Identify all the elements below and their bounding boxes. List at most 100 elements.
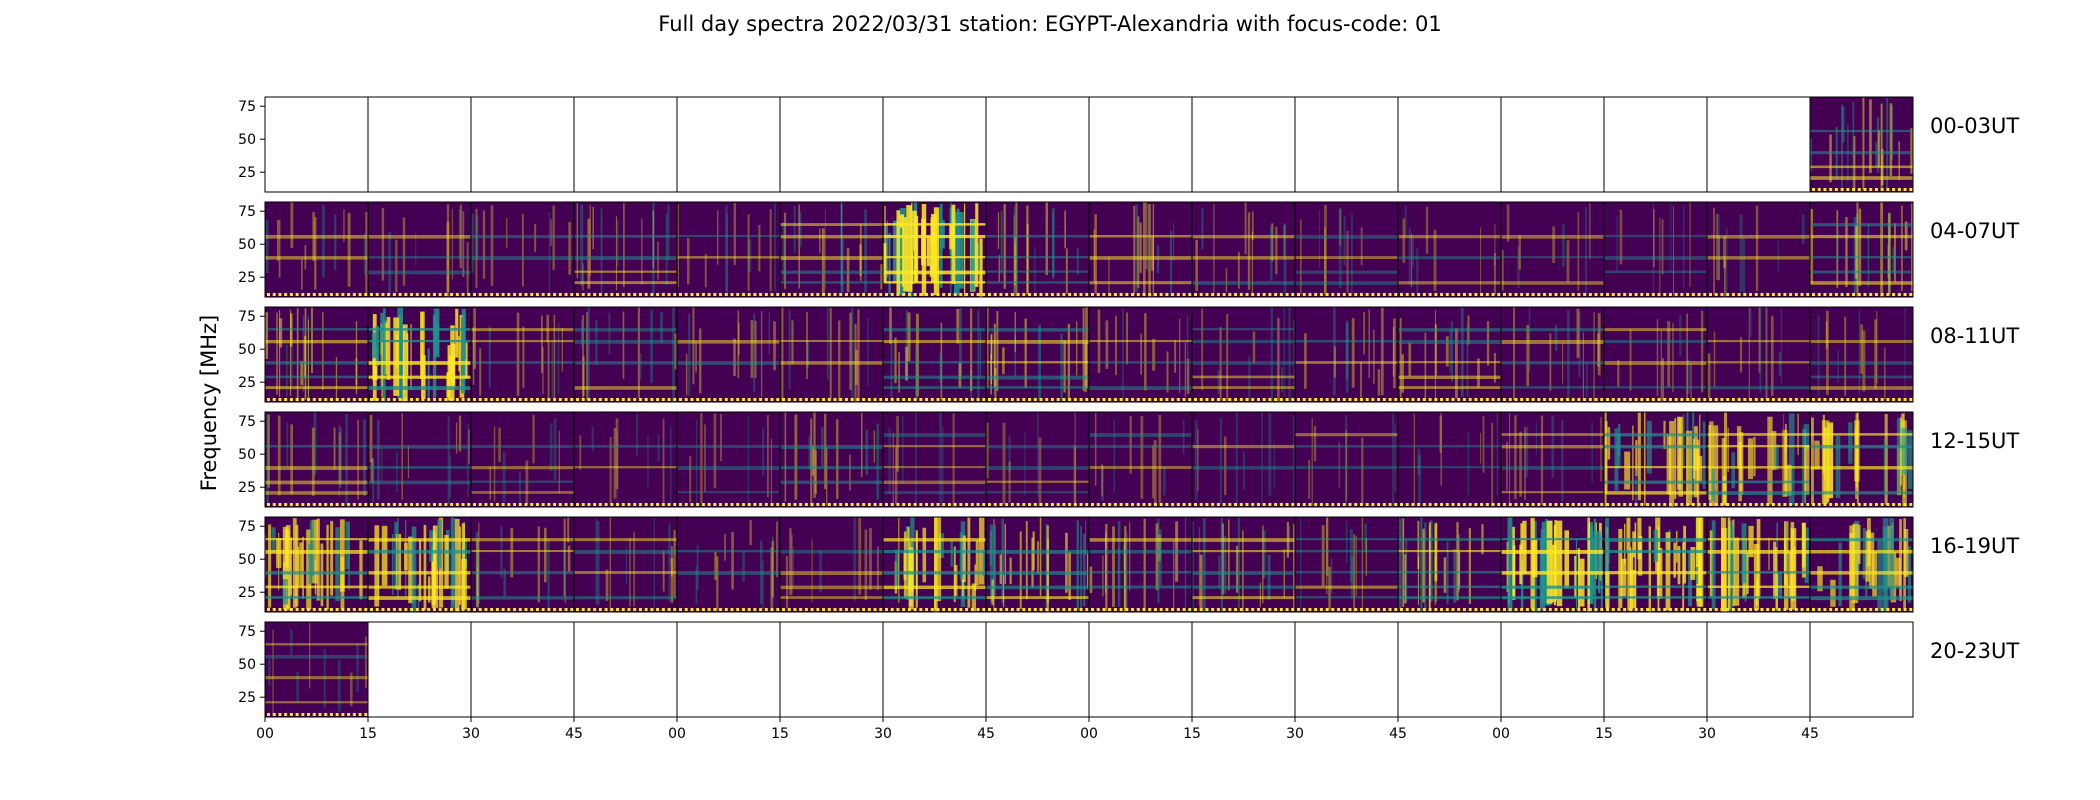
calibration-dot [1537,608,1541,611]
spectrum-streak [502,451,506,503]
spectrum-streak [652,210,655,269]
calibration-dot [593,293,597,296]
spectrum-streak [700,412,703,504]
spectrum-streak [853,517,857,601]
spectrum-streak [900,214,904,287]
calibration-dot [347,608,351,611]
calibration-dot [1743,293,1747,296]
calibration-dot [1577,293,1581,296]
calibration-dot [1010,503,1014,506]
calibration-dot [1737,608,1741,611]
calibration-dot [1405,398,1409,401]
spectrum-streak [1619,209,1623,265]
frequency-band [1810,256,1913,259]
calibration-dot [879,398,883,401]
calibration-dot [616,608,620,611]
calibration-dot [1211,503,1215,506]
frequency-band [265,701,368,704]
calibration-dot [1325,608,1329,611]
spectrum-streak [864,529,868,601]
frequency-band [574,361,677,365]
calibration-dot [1783,398,1787,401]
calibration-dot [1033,503,1037,506]
calibration-dot [604,398,608,401]
calibration-dot [335,398,339,401]
calibration-dot [1474,503,1478,506]
calibration-dot [444,293,448,296]
calibration-dot [438,293,442,296]
spectrum-streak [961,535,966,583]
frequency-band [677,361,780,365]
calibration-dot [930,608,934,611]
spectrum-panel [1088,201,1193,298]
calibration-dot [467,503,471,506]
calibration-dot [1886,503,1890,506]
calibration-dot [839,293,843,296]
calibration-dot [1342,293,1346,296]
calibration-dot [1646,503,1650,506]
calibration-dot [638,293,642,296]
spectrum-streak [1440,412,1443,486]
calibration-dot [1142,398,1146,401]
spectrum-panel [676,411,781,508]
spectrum-streak [1408,342,1412,377]
calibration-dot [1411,398,1415,401]
calibration-dot [1880,503,1884,506]
spectrum-streak [1228,519,1230,591]
calibration-dot [284,398,288,401]
frequency-band [883,444,986,448]
spectrum-streak [1129,415,1132,474]
spectrum-streak [838,320,841,402]
spectrum-streak [903,551,907,580]
calibration-dot [1474,293,1478,296]
spectrum-streak [888,232,891,295]
calibration-dot [307,293,311,296]
calibration-dot [764,293,768,296]
spectrum-panel [1088,516,1193,613]
panel-frame [1809,96,1914,193]
spectrum-streak [418,539,422,602]
calibration-dot [1359,608,1363,611]
frequency-band [1810,466,1913,470]
spectrum-streak [714,551,717,581]
calibration-dot [507,398,511,401]
frequency-band [883,549,986,554]
calibration-dot [667,608,671,611]
spectrum-panel [882,411,987,508]
spectrum-streak [898,517,900,603]
calibration-dot [621,398,625,401]
calibration-dot [1857,608,1861,611]
calibration-dot [827,398,831,401]
calibration-dot [873,293,877,296]
calibration-dot [1251,293,1255,296]
calibration-dot [1909,503,1913,506]
spectrum-panel [1603,516,1708,613]
frequency-band [1398,375,1501,379]
spectrum-streak [733,338,736,376]
calibration-dot [398,398,402,401]
spectrum-streak [364,636,367,689]
spectrum-streak [1144,313,1147,391]
spectrum-panel [1706,621,1811,718]
spectrum-streak [1830,579,1836,607]
panel-background [1604,202,1707,297]
calibration-dot [1691,608,1695,611]
spectrum-streak [1738,441,1742,502]
spectrum-streak [1000,210,1003,274]
calibration-dot [1239,293,1243,296]
spectrum-streak [1626,517,1631,553]
spectrum-panel [573,96,678,193]
calibration-dot [999,503,1003,506]
calibration-dot [1085,398,1089,401]
spectrum-streak [1589,537,1595,595]
calibration-dot [1073,503,1077,506]
panel-background [677,202,780,297]
spectrum-panel [367,411,472,508]
frequency-band [574,270,677,273]
calibration-dot [1182,293,1186,296]
spectrum-streak [880,264,883,290]
spectrum-panel [367,516,472,613]
calibration-dot [1153,398,1157,401]
spectrum-streak [498,427,501,462]
frequency-band [883,256,986,259]
